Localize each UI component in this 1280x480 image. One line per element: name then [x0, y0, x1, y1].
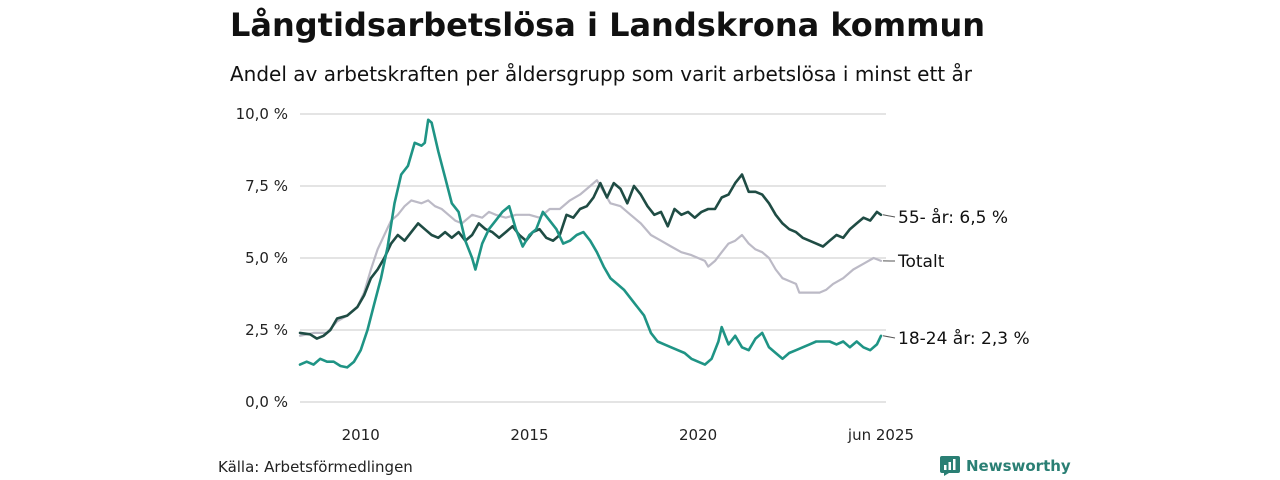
end-label-connector: [882, 214, 896, 218]
brand-name: Newsworthy: [966, 457, 1071, 475]
x-axis-ticks: 2010 2015 2020 jun 2025: [342, 426, 914, 444]
y-tick-label: 5,0 %: [245, 249, 288, 267]
series-end-label: 55- år: 6,5 %: [898, 207, 1008, 228]
x-tick-label: 2010: [342, 426, 380, 444]
chart-title: Långtidsarbetslösa i Landskrona kommun: [230, 6, 985, 44]
series-end-labels: Totalt 55- år: 6,5 % 18-24 år: 2,3 %: [882, 207, 1030, 349]
y-tick-label: 0,0 %: [245, 393, 288, 411]
series-end-label: 18-24 år: 2,3 %: [898, 328, 1030, 349]
series-line: [298, 118, 883, 369]
x-tick-label: jun 2025: [847, 426, 914, 444]
series-lines: [298, 118, 883, 369]
brand-logo: Newsworthy: [940, 456, 1071, 476]
x-tick-label: 2020: [679, 426, 717, 444]
y-tick-label: 2,5 %: [245, 321, 288, 339]
y-tick-label: 7,5 %: [245, 177, 288, 195]
y-tick-label: 10,0 %: [236, 105, 288, 123]
chart-subtitle: Andel av arbetskraften per åldersgrupp s…: [230, 62, 972, 86]
y-axis-ticks: 0,0 % 2,5 % 5,0 % 7,5 % 10,0 %: [236, 105, 288, 411]
end-label-connector: [882, 335, 896, 339]
x-tick-label: 2015: [510, 426, 548, 444]
series-end-label: Totalt: [897, 252, 945, 272]
series-line: [298, 173, 883, 340]
source-note: Källa: Arbetsförmedlingen: [218, 458, 413, 476]
grid-lines: [300, 113, 886, 403]
newsworthy-icon: [940, 456, 960, 476]
